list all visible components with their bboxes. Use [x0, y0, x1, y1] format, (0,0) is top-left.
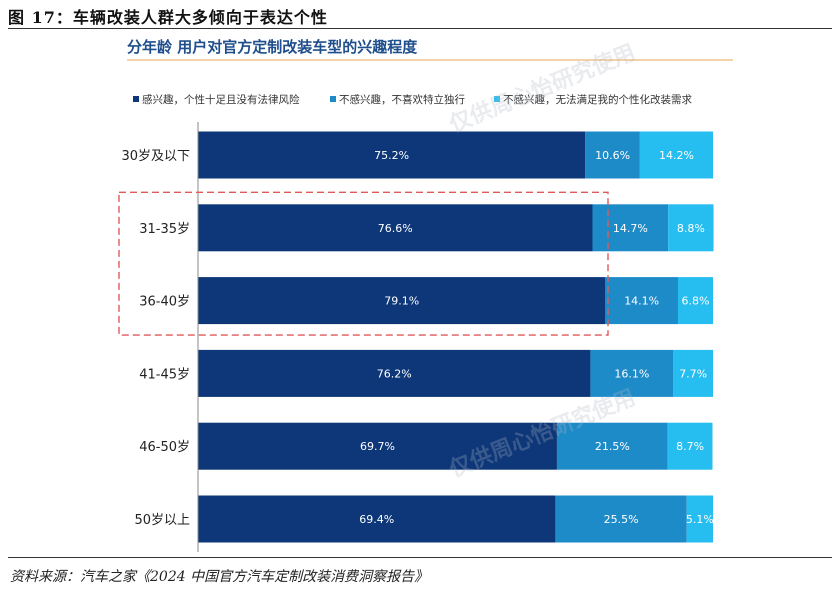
bar-segment — [585, 131, 640, 179]
bar-segment — [686, 495, 713, 543]
bar-segment — [555, 495, 687, 543]
data-label: 10.6% — [595, 149, 630, 162]
legend-label: 感兴趣，个性十足且没有法律风险 — [142, 93, 300, 106]
source-note: 资料来源：汽车之家《2024 中国官方汽车定制改装消费洞察报告》 — [10, 569, 429, 585]
bar-segment — [639, 131, 713, 179]
bar-segment — [667, 422, 713, 470]
category-label: 31-35岁 — [139, 222, 190, 237]
watermark: 仅供周心怡研究使用 — [446, 39, 639, 137]
legend: 感兴趣，个性十足且没有法律风险 不感兴趣，不喜欢特立独行 不感兴趣，无法满足我的个性… — [133, 93, 692, 106]
bars: 75.2% 10.6% 14.2% 76.6% 14.7% 8.8% 79.1% 14.1% 6… — [198, 131, 714, 543]
data-label: 8.8% — [677, 222, 705, 235]
bar-segment — [198, 131, 586, 179]
data-label: 69.4% — [359, 513, 394, 526]
chart-title: 分年龄 用户对官方定制改装车型的兴趣程度 — [127, 38, 418, 56]
bar-segment — [590, 349, 674, 397]
bar-segment — [198, 422, 557, 470]
data-label: 14.2% — [659, 149, 694, 162]
bar-segment — [556, 422, 668, 470]
bar-segment — [673, 349, 713, 397]
data-label: 21.5% — [595, 440, 630, 453]
bar-segment — [198, 349, 591, 397]
bottom-rule — [8, 557, 832, 558]
highlight-box — [118, 191, 609, 336]
bar-segment — [198, 495, 556, 543]
data-label: 69.7% — [360, 440, 395, 453]
category-label: 41-45岁 — [139, 367, 190, 382]
top-rule — [8, 28, 832, 29]
legend-swatch — [330, 96, 336, 102]
category-labels: 30岁及以下 31-35岁 36-40岁 41-45岁 46-50岁 50岁以上 — [121, 149, 190, 528]
category-label: 36-40岁 — [139, 295, 190, 310]
category-label: 46-50岁 — [139, 440, 190, 455]
data-label: 16.1% — [614, 367, 649, 380]
data-label: 79.1% — [384, 295, 419, 308]
legend-swatch — [494, 96, 500, 102]
legend-label: 不感兴趣，不喜欢特立独行 — [339, 93, 465, 106]
data-label: 14.7% — [613, 222, 648, 235]
bar-segment — [605, 277, 678, 325]
bar-segment — [198, 204, 593, 252]
data-label: 76.6% — [378, 222, 413, 235]
data-label: 14.1% — [624, 295, 659, 308]
bar-segment — [668, 204, 714, 252]
bar-segment — [677, 277, 713, 325]
data-label: 5.1% — [686, 513, 714, 526]
legend-swatch — [133, 96, 139, 102]
data-label: 6.8% — [682, 295, 710, 308]
figure-title: 图 17：车辆改装人群大多倾向于表达个性 — [8, 8, 328, 27]
data-label: 25.5% — [604, 513, 639, 526]
legend-label: 不感兴趣，无法满足我的个性化改装需求 — [503, 93, 692, 106]
bar-segment — [198, 277, 606, 325]
data-label: 7.7% — [679, 367, 707, 380]
category-label: 30岁及以下 — [121, 149, 190, 164]
data-label: 8.7% — [676, 440, 704, 453]
category-label: 50岁以上 — [134, 513, 190, 528]
bar-segment — [592, 204, 669, 252]
data-label: 75.2% — [374, 149, 409, 162]
data-label: 76.2% — [377, 367, 412, 380]
